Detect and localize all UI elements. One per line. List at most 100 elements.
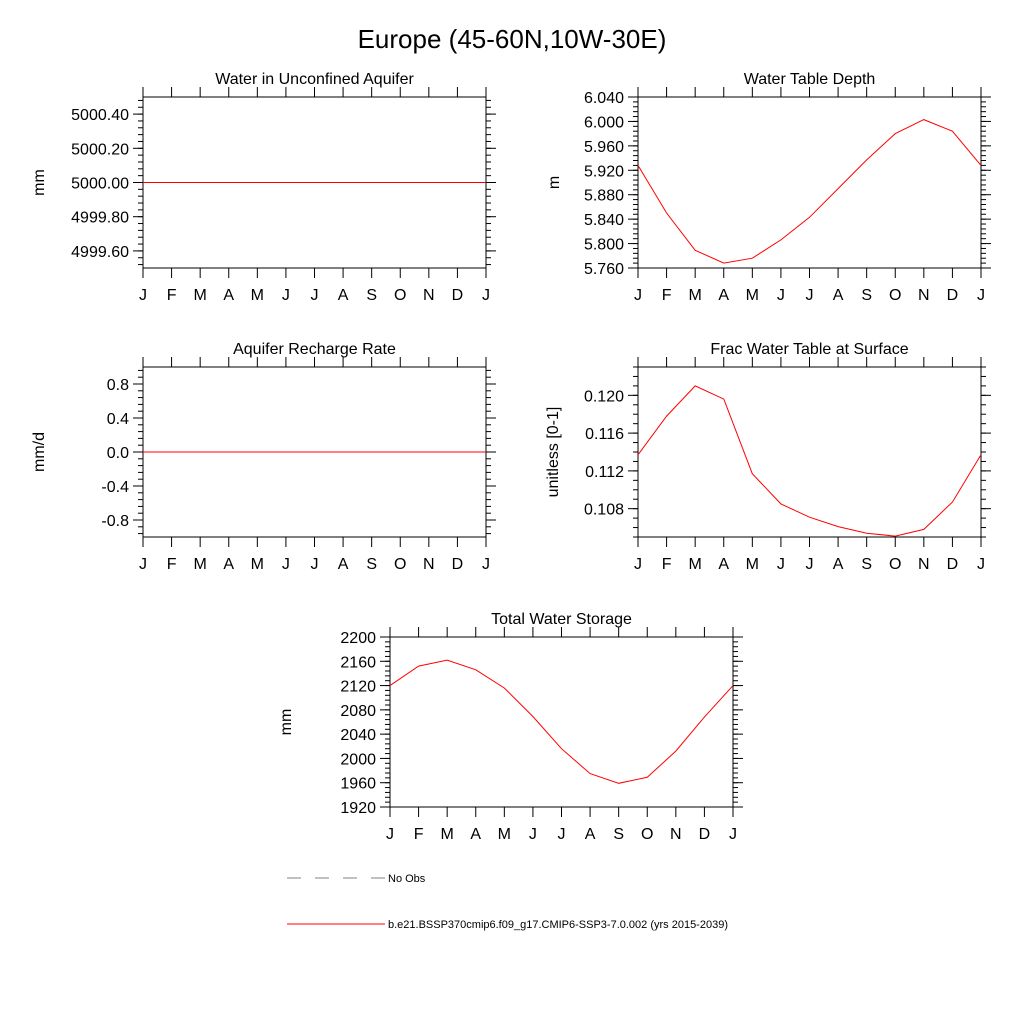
y-tick-label: 6.040 [584,90,624,107]
x-tick-label: S [861,287,872,304]
x-tick-label: A [585,826,596,843]
y-tick-label: 5000.40 [71,107,129,124]
x-tick-label: J [311,556,319,573]
y-tick-label: -0.4 [101,479,129,496]
x-tick-label: J [311,287,319,304]
y-tick-label: 5.920 [584,163,624,180]
x-tick-label: J [482,556,490,573]
y-tick-label: 2200 [340,630,376,647]
y-tick-label: 0.0 [107,445,129,462]
x-tick-label: N [670,826,682,843]
x-tick-label: A [338,556,349,573]
legend-obs-label: No Obs [388,873,426,885]
y-tick-label: 6.000 [584,114,624,131]
y-tick-label: 0.4 [107,411,129,428]
x-tick-label: M [194,556,207,573]
series-line-model [389,659,734,784]
y-tick-label: 4999.60 [71,244,129,261]
x-tick-label: M [251,287,264,304]
x-tick-label: J [977,556,985,573]
x-tick-label: J [777,287,785,304]
x-tick-label: J [282,556,290,573]
y-tick-label: 5.800 [584,237,624,254]
x-tick-label: M [689,287,702,304]
x-tick-label: D [947,556,959,573]
x-tick-label: N [918,556,930,573]
x-tick-label: M [194,287,207,304]
series-line-model [637,119,982,264]
x-tick-label: F [167,556,177,573]
x-tick-label: S [861,556,872,573]
x-tick-label: J [634,287,642,304]
chart-title: Water in Unconfined Aquifer [215,71,414,88]
x-tick-label: A [833,556,844,573]
x-tick-label: O [394,287,406,304]
x-tick-label: J [139,287,147,304]
y-tick-label: 2040 [340,727,376,744]
y-tick-label: 0.116 [585,426,624,443]
y-tick-label: 1920 [340,800,376,817]
legend-model-label: b.e21.BSSP370cmip6.f09_g17.CMIP6-SSP3-7.… [388,919,728,931]
x-tick-label: J [806,287,814,304]
chart-panel-4: Frac Water Table at Surface unitless [0-1… [545,341,991,573]
x-tick-label: F [662,287,672,304]
x-tick-label: J [482,287,490,304]
x-tick-label: F [662,556,672,573]
plot-frame [389,636,734,808]
x-tick-label: M [746,287,759,304]
y-tick-label: -0.8 [101,513,129,530]
x-tick-label: D [452,287,464,304]
chart-title: Aquifer Recharge Rate [233,341,396,358]
x-tick-label: M [746,556,759,573]
x-tick-label: J [386,826,394,843]
y-tick-label: 0.112 [585,464,624,481]
y-tick-label: 0.120 [584,388,624,405]
x-tick-label: M [498,826,511,843]
y-tick-label: 0.8 [107,377,129,394]
chart-title: Total Water Storage [491,611,632,628]
y-axis-label: unitless [0-1] [545,407,562,498]
x-tick-label: N [918,287,930,304]
x-tick-label: A [833,287,844,304]
x-tick-label: O [394,556,406,573]
x-tick-label: D [452,556,464,573]
x-tick-label: M [689,556,702,573]
y-tick-label: 2080 [340,703,376,720]
x-tick-label: S [613,826,624,843]
x-tick-label: A [718,287,729,304]
x-tick-label: J [558,826,566,843]
y-tick-label: 1960 [340,776,376,793]
x-tick-label: O [889,556,901,573]
y-axis-label: m [546,176,563,189]
y-tick-label: 5000.20 [71,141,129,158]
y-tick-label: 4999.80 [71,210,129,227]
x-tick-label: F [167,287,177,304]
x-tick-label: J [777,556,785,573]
x-tick-label: D [947,287,959,304]
x-tick-label: A [718,556,729,573]
y-tick-label: 5000.00 [71,176,129,193]
x-tick-label: J [634,556,642,573]
x-tick-label: D [699,826,711,843]
chart-title: Frac Water Table at Surface [710,341,908,358]
x-tick-label: J [139,556,147,573]
x-tick-label: A [223,556,234,573]
y-tick-label: 2160 [340,654,376,671]
x-tick-label: O [641,826,653,843]
y-tick-label: 5.960 [584,139,624,156]
y-tick-label: 2000 [340,751,376,768]
y-axis-label: mm [278,709,295,736]
x-tick-label: A [338,287,349,304]
x-tick-label: A [223,287,234,304]
y-tick-label: 5.840 [584,212,624,229]
x-tick-label: J [977,287,985,304]
y-tick-label: 2120 [340,679,376,696]
x-tick-label: M [441,826,454,843]
x-tick-label: J [529,826,537,843]
y-axis-label: mm [31,169,48,196]
x-tick-label: J [806,556,814,573]
